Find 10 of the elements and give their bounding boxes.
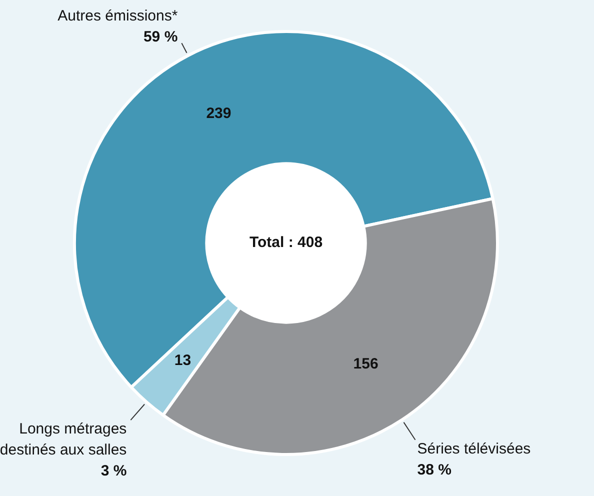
slice-label: Longs métrages destinés aux salles <box>0 420 127 459</box>
slice-label: Autres émissions* <box>58 8 178 25</box>
data-label: 156 <box>353 356 378 373</box>
data-label: 239 <box>206 105 232 122</box>
slice-label: Séries télévisées <box>417 440 531 458</box>
data-label: 13 <box>174 352 192 369</box>
text: Total : 408 <box>249 234 323 252</box>
text: 3 % <box>100 462 127 480</box>
text: 59 % <box>143 28 178 46</box>
text: 38 % <box>417 461 452 478</box>
